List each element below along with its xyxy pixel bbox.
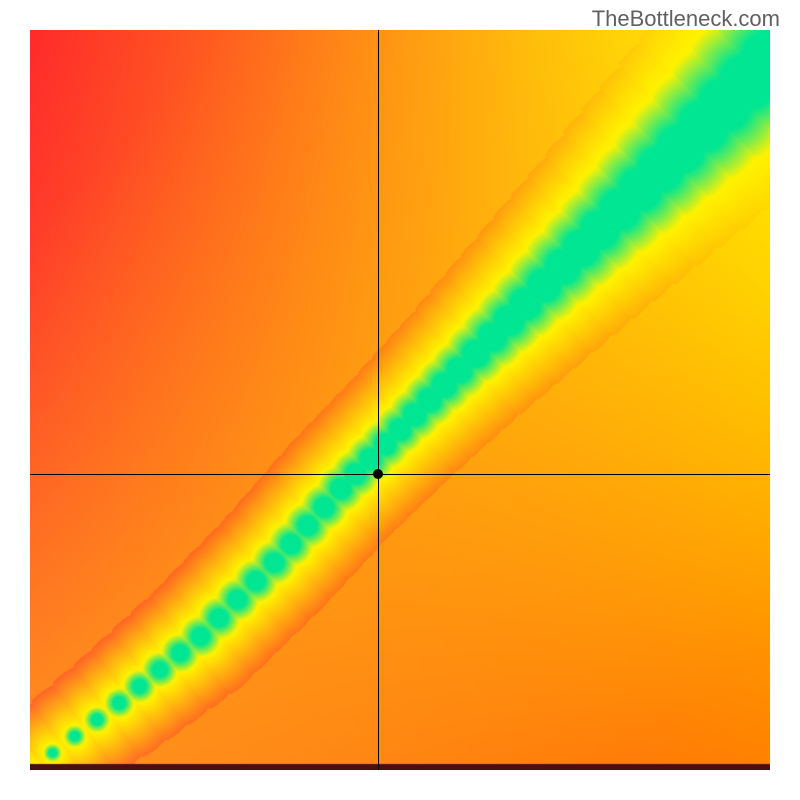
- heatmap-canvas: [30, 30, 770, 770]
- crosshair-vertical: [378, 30, 379, 770]
- crosshair-horizontal: [30, 474, 770, 475]
- watermark-text: TheBottleneck.com: [592, 6, 780, 32]
- bottleneck-heatmap: [30, 30, 770, 770]
- selection-marker: [373, 469, 383, 479]
